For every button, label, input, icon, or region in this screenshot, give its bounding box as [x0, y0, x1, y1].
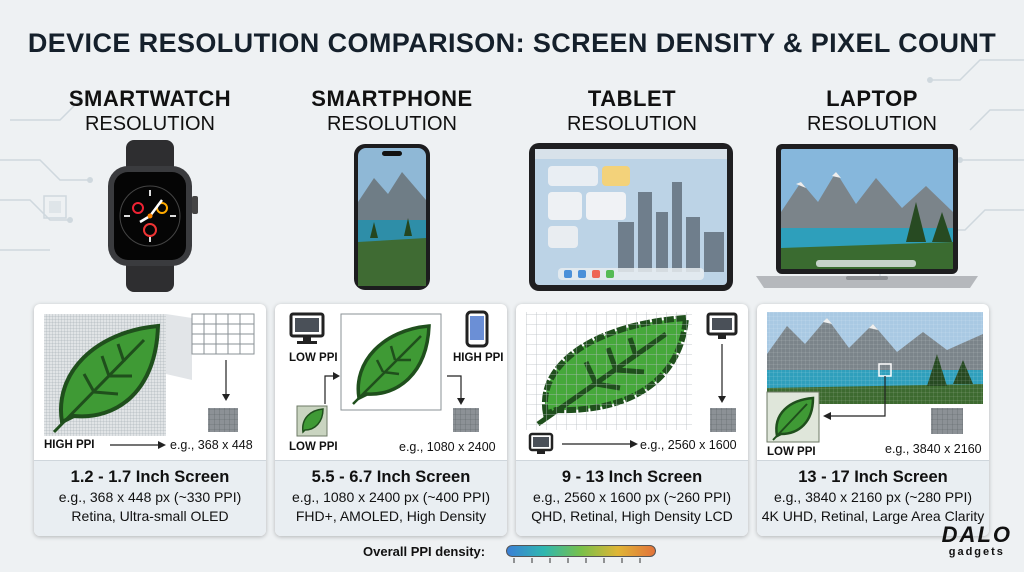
smartwatch-image	[108, 140, 198, 292]
smartphone-density-diagram	[289, 310, 489, 437]
smartphone-example-resolution: e.g., 1080 x 2400	[399, 440, 496, 454]
laptop-example-resolution: e.g., 3840 x 2160	[885, 442, 982, 456]
low-ppi-label-top: LOW PPI	[289, 352, 338, 364]
smartphone-screen-size: 5.5 - 6.7 Inch Screen	[311, 468, 471, 486]
smartphone-header: SMARTPHONE RESOLUTION	[272, 86, 512, 136]
ppi-density-ticks	[513, 558, 641, 563]
laptop-density-diagram	[766, 312, 983, 443]
ppi-density-legend-label: Overall PPI density:	[363, 544, 486, 559]
smartphone-subtitle: RESOLUTION	[326, 113, 458, 135]
smartphone-features: FHD+, AMOLED, High Density	[295, 508, 487, 524]
low-ppi-label-bottom: LOW PPI	[289, 441, 338, 453]
smartwatch-density-diagram	[44, 313, 255, 449]
tablet-spec: 9 - 13 Inch Screen e.g., 2560 x 1600 px …	[516, 460, 748, 536]
brand-logo: DALO gadgets	[941, 522, 1012, 559]
tablet-example-resolution: e.g., 2560 x 1600	[640, 438, 737, 452]
smartwatch-title: SMARTWATCH	[68, 86, 232, 111]
tablet-title: TABLET	[587, 86, 677, 111]
high-ppi-label: HIGH PPI	[44, 439, 95, 451]
tablet-header: TABLET RESOLUTION	[512, 86, 752, 136]
brand-logo-tagline: gadgets	[948, 546, 1005, 558]
smartphone-resolution-detail: e.g., 1080 x 2400 px (~400 PPI)	[291, 489, 491, 505]
tablet-image	[529, 143, 733, 291]
brand-logo-name: DALO	[941, 522, 1012, 547]
smartphone-title: SMARTPHONE	[311, 86, 473, 111]
page-title: DEVICE RESOLUTION COMPARISON: SCREEN DEN…	[27, 28, 997, 58]
laptop-image	[756, 144, 978, 288]
laptop-spec: 13 - 17 Inch Screen e.g., 3840 x 2160 px…	[757, 460, 989, 536]
smartphone-image	[354, 144, 430, 290]
tablet-screen-size: 9 - 13 Inch Screen	[561, 468, 703, 486]
laptop-screen-size: 13 - 17 Inch Screen	[798, 468, 948, 486]
tablet-features: QHD, Retinal, High Density LCD	[531, 508, 733, 524]
smartwatch-screen-size: 1.2 - 1.7 Inch Screen	[70, 468, 230, 486]
laptop-header: LAPTOP RESOLUTION	[752, 86, 992, 136]
smartphone-card: LOW PPI HIGH PPI LOW PPI e.g., 1080 x 24…	[275, 304, 507, 536]
laptop-title: LAPTOP	[826, 86, 918, 111]
laptop-subtitle: RESOLUTION	[806, 113, 938, 135]
smartphone-spec: 5.5 - 6.7 Inch Screen e.g., 1080 x 2400 …	[275, 460, 507, 536]
smartwatch-card: HIGH PPI e.g., 368 x 448 1.2 - 1.7 Inch …	[34, 304, 266, 536]
smartwatch-subtitle: RESOLUTION	[84, 113, 216, 135]
smartwatch-resolution-detail: e.g., 368 x 448 px (~330 PPI)	[58, 489, 242, 505]
low-ppi-label: LOW PPI	[767, 446, 816, 458]
laptop-resolution-detail: e.g., 3840 x 2160 px (~280 PPI)	[773, 489, 973, 505]
tablet-resolution-detail: e.g., 2560 x 1600 px (~260 PPI)	[532, 489, 732, 505]
laptop-card: LOW PPI e.g., 3840 x 2160 13 - 17 Inch S…	[757, 304, 989, 536]
tablet-density-diagram	[526, 312, 738, 454]
smartwatch-example-resolution: e.g., 368 x 448	[170, 438, 253, 452]
high-ppi-label: HIGH PPI	[453, 352, 504, 364]
smartwatch-spec: 1.2 - 1.7 Inch Screen e.g., 368 x 448 px…	[34, 460, 266, 536]
smartwatch-features: Retina, Ultra-small OLED	[71, 508, 229, 524]
tablet-subtitle: RESOLUTION	[566, 113, 698, 135]
laptop-features: 4K UHD, Retinal, Large Area Clarity	[761, 508, 985, 524]
ppi-density-gradient-bar	[506, 545, 656, 557]
tablet-card: e.g., 2560 x 1600 9 - 13 Inch Screen e.g…	[516, 304, 748, 536]
smartwatch-header: SMARTWATCH RESOLUTION	[30, 86, 270, 136]
